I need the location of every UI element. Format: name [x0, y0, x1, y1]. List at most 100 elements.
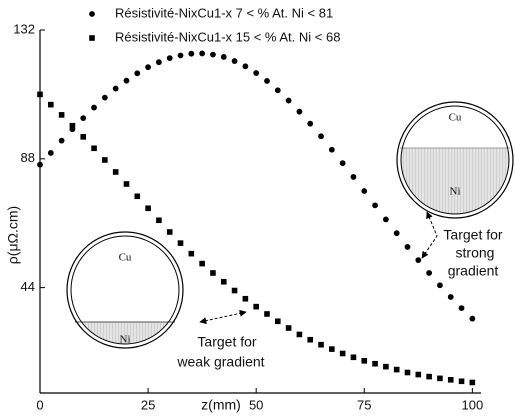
point	[210, 51, 216, 58]
point	[393, 230, 400, 237]
point	[350, 354, 357, 361]
point	[80, 115, 87, 122]
point	[166, 229, 173, 235]
point	[296, 108, 303, 115]
annotation: Target for	[197, 334, 256, 350]
annotation: Cu	[449, 112, 462, 124]
point	[361, 188, 368, 194]
point	[469, 315, 476, 322]
x-tick-label: 75	[357, 397, 371, 412]
point	[155, 59, 162, 66]
point	[437, 375, 443, 382]
arrow	[199, 309, 247, 325]
point	[188, 50, 195, 57]
point	[285, 97, 292, 104]
annotation: Cu	[119, 252, 132, 264]
point	[37, 161, 43, 168]
point	[318, 133, 324, 140]
point	[404, 369, 411, 376]
point	[339, 350, 346, 357]
point	[383, 363, 389, 370]
point	[199, 260, 205, 267]
point	[80, 134, 87, 140]
point	[274, 87, 281, 94]
point	[285, 325, 292, 331]
point	[231, 287, 238, 294]
point	[177, 52, 184, 59]
point	[329, 346, 335, 352]
point	[112, 169, 119, 175]
x-tick-label: 50	[249, 397, 263, 412]
point	[220, 278, 227, 285]
point	[242, 63, 249, 70]
point	[339, 160, 346, 167]
point	[318, 341, 324, 348]
point	[361, 357, 368, 364]
point	[123, 181, 130, 187]
x-axis-label: z(mm)	[201, 397, 241, 413]
point	[37, 91, 43, 98]
point	[210, 270, 216, 276]
arrow	[421, 211, 438, 259]
point	[177, 240, 184, 246]
point	[91, 104, 97, 111]
point	[415, 371, 422, 378]
point	[307, 120, 314, 127]
point	[220, 54, 227, 60]
y-tick-label: 44	[21, 279, 35, 294]
x-tick-label: 0	[36, 397, 43, 412]
point	[426, 270, 433, 276]
x-tick-label: 25	[141, 397, 155, 412]
point	[231, 58, 238, 64]
point	[274, 318, 281, 325]
point	[447, 294, 454, 300]
point	[145, 64, 151, 71]
point	[166, 55, 173, 62]
point	[447, 377, 454, 383]
point	[199, 50, 206, 57]
point	[156, 217, 162, 224]
point	[145, 205, 151, 212]
annotation: Ni	[120, 334, 131, 346]
point	[102, 157, 108, 163]
y-tick-label: 132	[13, 21, 35, 36]
point	[48, 101, 54, 108]
point	[296, 331, 303, 338]
point	[134, 193, 141, 200]
point	[350, 174, 357, 180]
point	[188, 250, 195, 257]
legend-label: Résistivité-NixCu1-x 7 < % At. Ni < 81	[115, 5, 333, 20]
legend-marker	[89, 11, 95, 17]
point	[101, 94, 108, 101]
point	[58, 137, 65, 144]
annotation: Target for	[443, 227, 502, 243]
point	[264, 311, 270, 317]
point	[372, 360, 378, 367]
x-tick-label: 100	[462, 397, 484, 412]
point	[469, 379, 476, 386]
point	[426, 373, 432, 380]
point	[328, 146, 335, 153]
point	[47, 150, 54, 156]
annotation: strong	[456, 245, 495, 261]
point	[123, 77, 130, 84]
legend-label: Résistivité-NixCu1-x 15 < % At. Ni < 68	[115, 29, 340, 44]
point	[458, 378, 465, 385]
legend-marker	[89, 35, 95, 41]
point	[393, 366, 400, 373]
point	[134, 70, 141, 77]
point	[372, 202, 378, 209]
point	[307, 336, 314, 343]
y-tick-label: 88	[21, 150, 35, 165]
point	[264, 78, 270, 84]
point	[382, 216, 389, 223]
point	[437, 282, 443, 289]
point	[91, 145, 97, 152]
point	[58, 112, 65, 118]
point	[112, 85, 119, 92]
annotation: Ni	[450, 186, 461, 198]
point	[458, 305, 465, 312]
point	[242, 295, 249, 302]
